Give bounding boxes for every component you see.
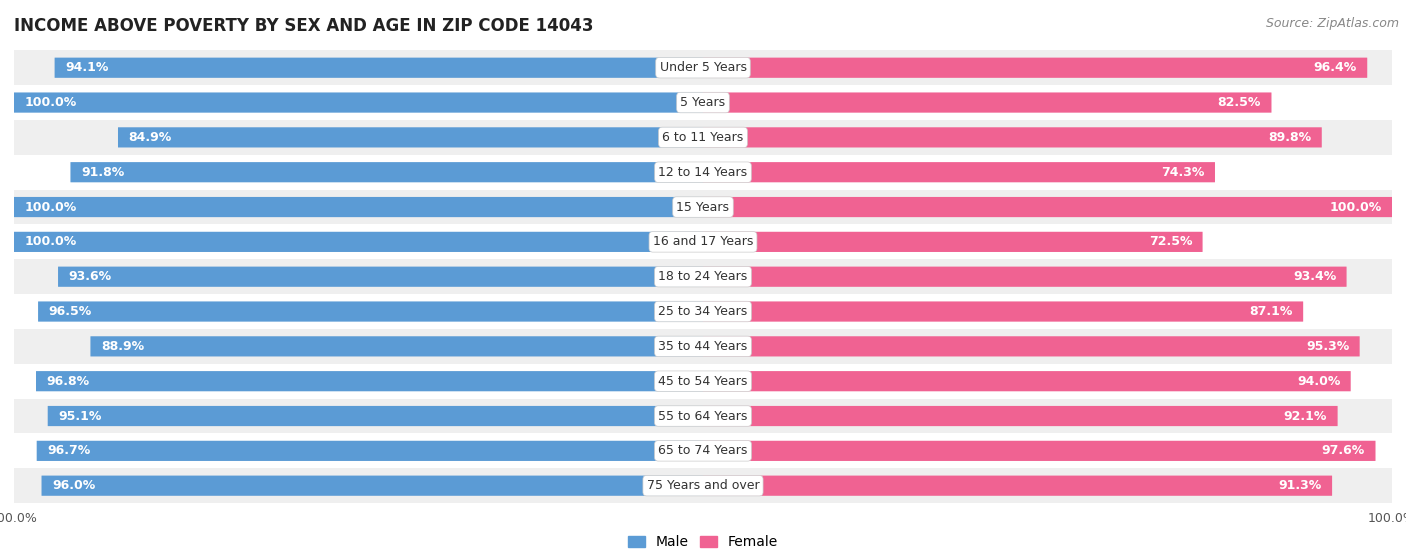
FancyBboxPatch shape (703, 371, 1351, 391)
FancyBboxPatch shape (703, 476, 1331, 496)
FancyBboxPatch shape (703, 127, 1322, 148)
FancyBboxPatch shape (14, 329, 1392, 364)
FancyBboxPatch shape (14, 468, 1392, 503)
Text: 88.9%: 88.9% (101, 340, 143, 353)
Text: 5 Years: 5 Years (681, 96, 725, 109)
Legend: Male, Female: Male, Female (623, 530, 783, 555)
FancyBboxPatch shape (55, 58, 703, 78)
FancyBboxPatch shape (14, 399, 1392, 433)
Text: 25 to 34 Years: 25 to 34 Years (658, 305, 748, 318)
Text: 12 to 14 Years: 12 to 14 Years (658, 165, 748, 179)
Text: 100.0%: 100.0% (24, 235, 77, 248)
Text: 87.1%: 87.1% (1250, 305, 1292, 318)
FancyBboxPatch shape (14, 232, 703, 252)
Text: 15 Years: 15 Years (676, 201, 730, 214)
Text: 84.9%: 84.9% (128, 131, 172, 144)
Text: 92.1%: 92.1% (1284, 410, 1327, 423)
Text: 18 to 24 Years: 18 to 24 Years (658, 270, 748, 283)
FancyBboxPatch shape (37, 371, 703, 391)
Text: 82.5%: 82.5% (1218, 96, 1261, 109)
FancyBboxPatch shape (14, 225, 1392, 259)
FancyBboxPatch shape (14, 294, 1392, 329)
FancyBboxPatch shape (14, 197, 703, 217)
Text: Under 5 Years: Under 5 Years (659, 61, 747, 74)
Text: 16 and 17 Years: 16 and 17 Years (652, 235, 754, 248)
Text: 97.6%: 97.6% (1322, 444, 1365, 457)
Text: 94.0%: 94.0% (1296, 375, 1340, 388)
FancyBboxPatch shape (703, 232, 1202, 252)
FancyBboxPatch shape (14, 190, 1392, 225)
Text: 100.0%: 100.0% (0, 512, 38, 525)
Text: 65 to 74 Years: 65 to 74 Years (658, 444, 748, 457)
FancyBboxPatch shape (703, 440, 1375, 461)
Text: 96.5%: 96.5% (48, 305, 91, 318)
Text: 35 to 44 Years: 35 to 44 Years (658, 340, 748, 353)
FancyBboxPatch shape (38, 301, 703, 321)
Text: 93.6%: 93.6% (69, 270, 111, 283)
Text: 96.8%: 96.8% (46, 375, 90, 388)
FancyBboxPatch shape (703, 301, 1303, 321)
FancyBboxPatch shape (14, 92, 703, 113)
FancyBboxPatch shape (703, 58, 1367, 78)
FancyBboxPatch shape (70, 162, 703, 182)
FancyBboxPatch shape (14, 120, 1392, 155)
FancyBboxPatch shape (90, 337, 703, 357)
Text: 91.3%: 91.3% (1278, 479, 1322, 492)
FancyBboxPatch shape (703, 92, 1271, 113)
FancyBboxPatch shape (703, 197, 1392, 217)
Text: 100.0%: 100.0% (24, 201, 77, 214)
Text: 95.1%: 95.1% (58, 410, 101, 423)
FancyBboxPatch shape (14, 85, 1392, 120)
FancyBboxPatch shape (703, 162, 1215, 182)
Text: 75 Years and over: 75 Years and over (647, 479, 759, 492)
FancyBboxPatch shape (14, 259, 1392, 294)
FancyBboxPatch shape (58, 267, 703, 287)
FancyBboxPatch shape (42, 476, 703, 496)
Text: 89.8%: 89.8% (1268, 131, 1312, 144)
FancyBboxPatch shape (37, 440, 703, 461)
FancyBboxPatch shape (703, 406, 1337, 426)
Text: 96.0%: 96.0% (52, 479, 96, 492)
Text: 91.8%: 91.8% (82, 165, 124, 179)
Text: INCOME ABOVE POVERTY BY SEX AND AGE IN ZIP CODE 14043: INCOME ABOVE POVERTY BY SEX AND AGE IN Z… (14, 17, 593, 35)
Text: 100.0%: 100.0% (1329, 201, 1382, 214)
Text: 96.4%: 96.4% (1313, 61, 1357, 74)
Text: 6 to 11 Years: 6 to 11 Years (662, 131, 744, 144)
Text: 74.3%: 74.3% (1161, 165, 1205, 179)
FancyBboxPatch shape (703, 267, 1347, 287)
Text: 72.5%: 72.5% (1149, 235, 1192, 248)
Text: 95.3%: 95.3% (1306, 340, 1350, 353)
Text: 93.4%: 93.4% (1294, 270, 1336, 283)
Text: 45 to 54 Years: 45 to 54 Years (658, 375, 748, 388)
FancyBboxPatch shape (14, 155, 1392, 190)
FancyBboxPatch shape (14, 50, 1392, 85)
FancyBboxPatch shape (14, 364, 1392, 399)
FancyBboxPatch shape (14, 433, 1392, 468)
Text: 100.0%: 100.0% (24, 96, 77, 109)
Text: 100.0%: 100.0% (1368, 512, 1406, 525)
FancyBboxPatch shape (48, 406, 703, 426)
Text: 96.7%: 96.7% (48, 444, 90, 457)
FancyBboxPatch shape (703, 337, 1360, 357)
FancyBboxPatch shape (118, 127, 703, 148)
Text: 94.1%: 94.1% (65, 61, 108, 74)
Text: Source: ZipAtlas.com: Source: ZipAtlas.com (1265, 17, 1399, 30)
Text: 55 to 64 Years: 55 to 64 Years (658, 410, 748, 423)
